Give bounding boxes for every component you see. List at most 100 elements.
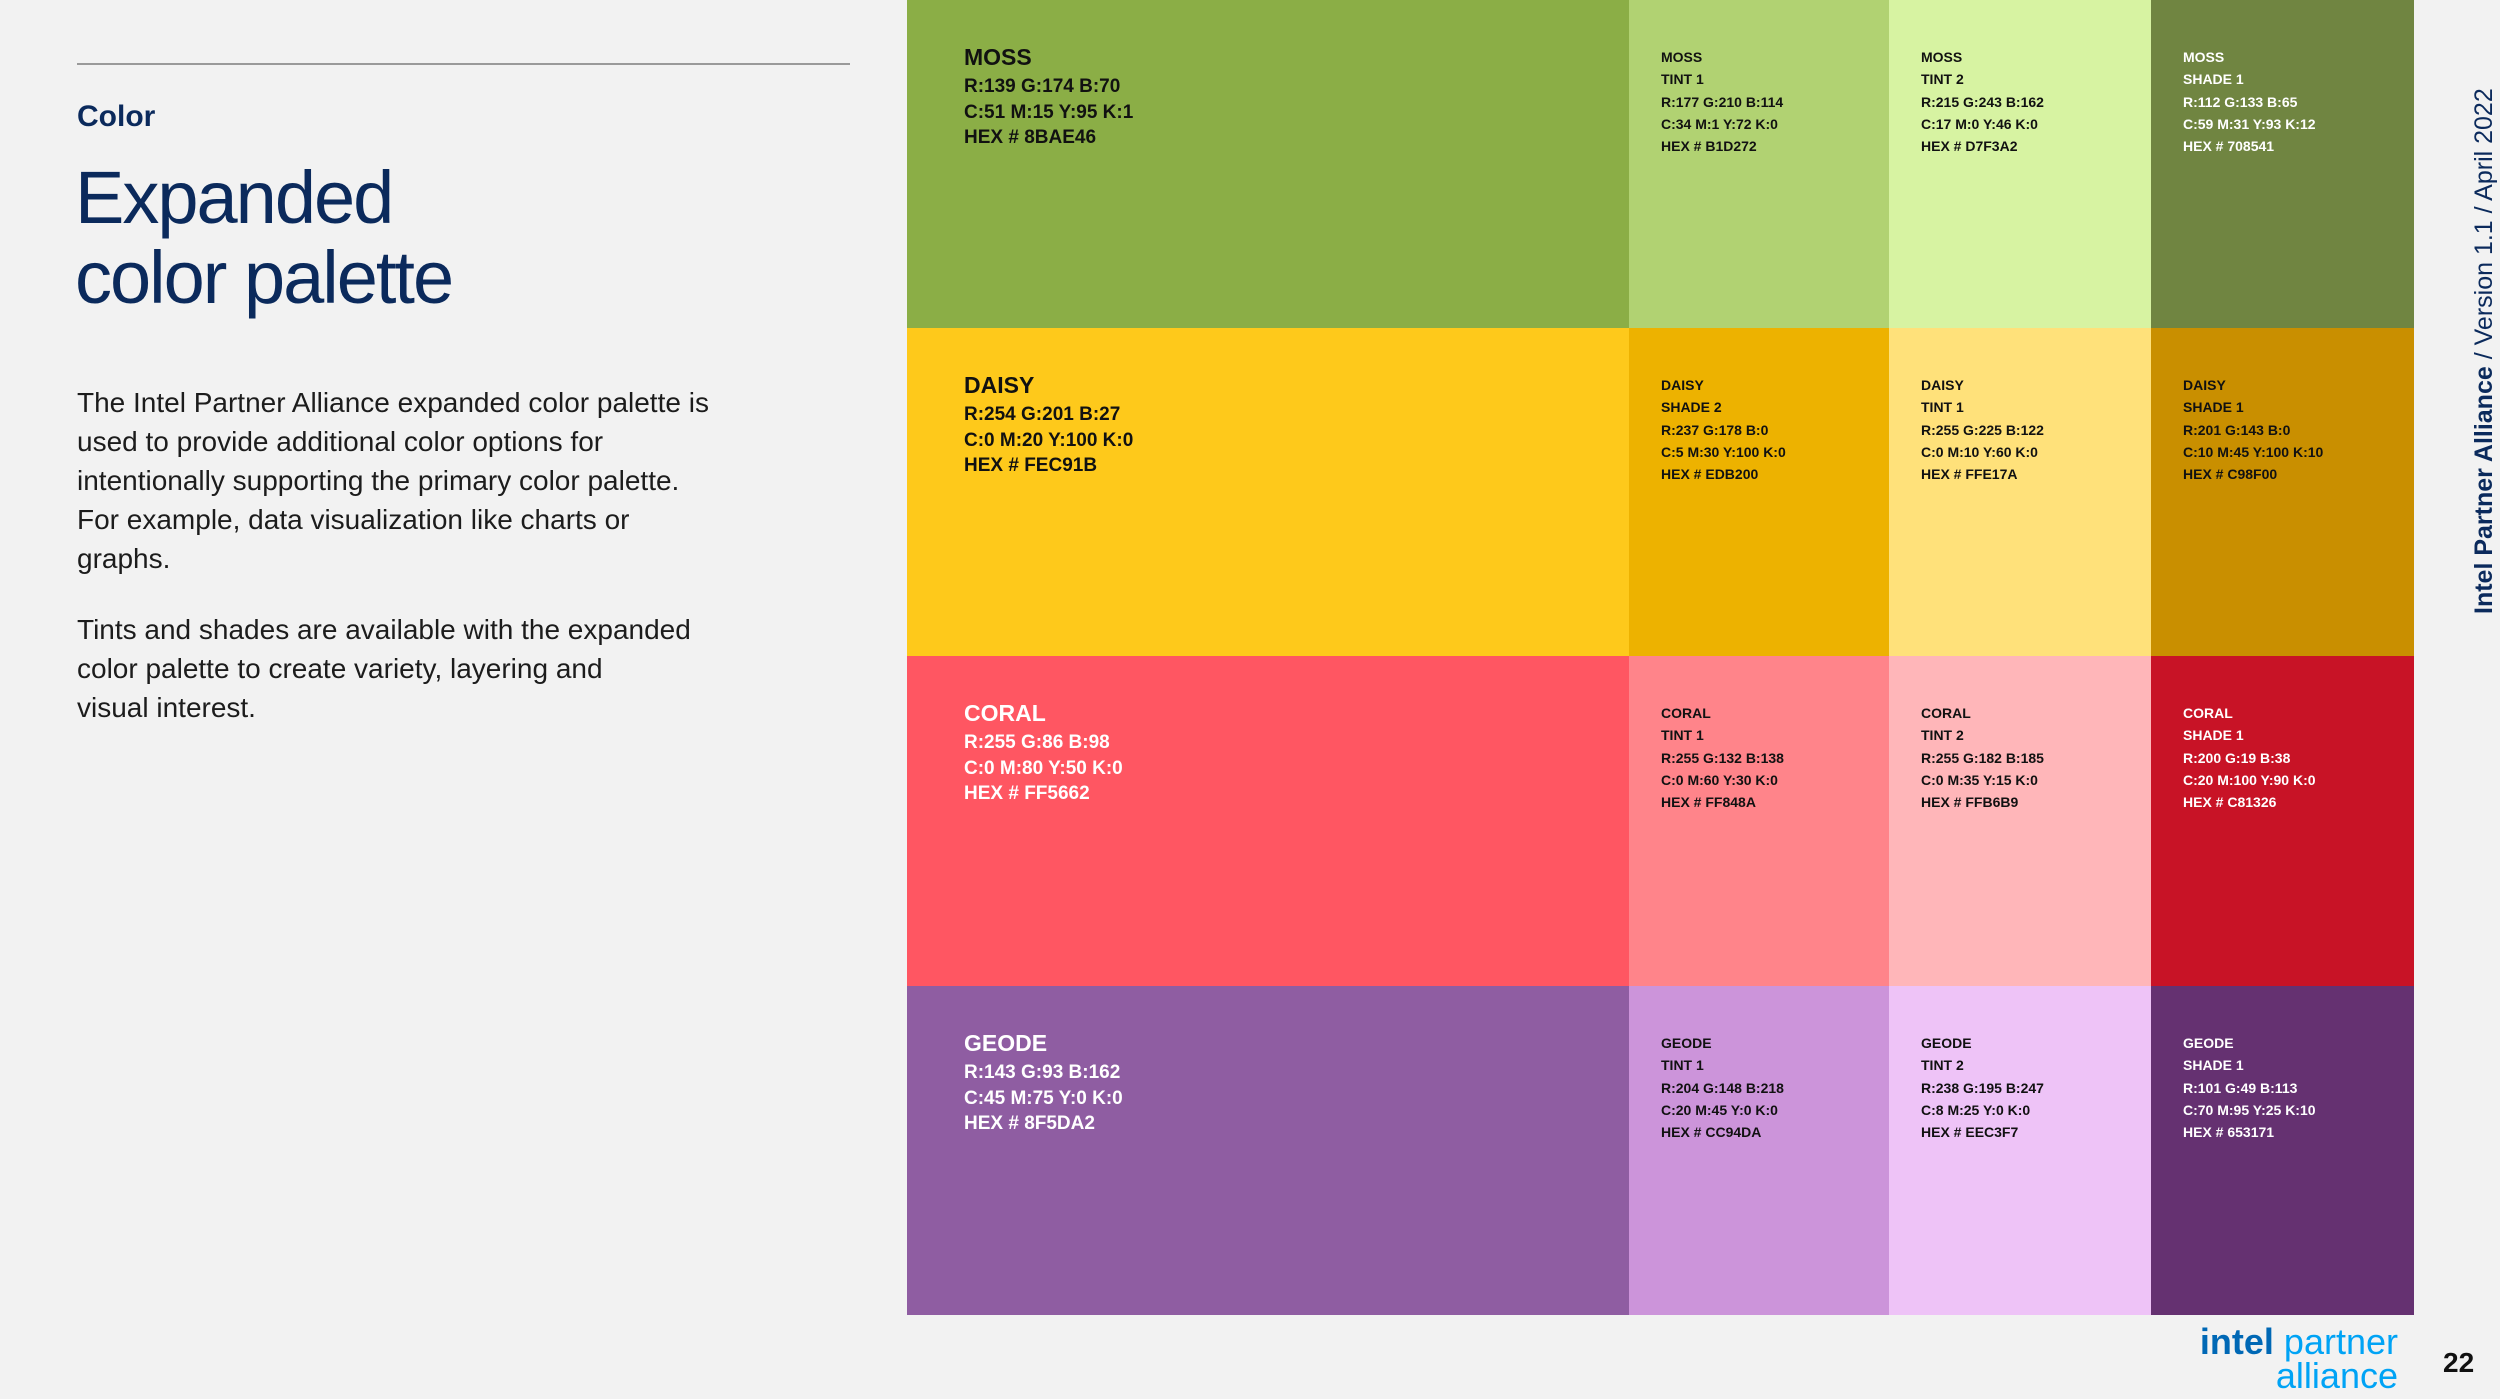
swatch-name: MOSS xyxy=(1661,49,1703,65)
swatch-cmyk: C:20 M:100 Y:90 K:0 xyxy=(2183,772,2316,788)
divider xyxy=(77,63,850,65)
text-line: graphs. xyxy=(77,543,171,574)
paragraph: The Intel Partner Alliance expanded colo… xyxy=(77,383,709,578)
swatch: DAISY SHADE 2 R:237 G:178 B:0 C:5 M:30 Y:10… xyxy=(1629,328,1889,656)
swatch-variant: TINT 1 xyxy=(1661,1057,1704,1073)
swatch-variant: TINT 2 xyxy=(1921,727,1964,743)
swatch-hex: HEX # FF848A xyxy=(1661,794,1756,810)
swatch: MOSS SHADE 1 R:112 G:133 B:65 C:59 M:31 Y:9… xyxy=(2151,0,2414,328)
swatch-name: GEODE xyxy=(1921,1035,1972,1051)
swatch-name: CORAL xyxy=(1921,705,1971,721)
swatch: DAISY R:254 G:201 B:27 C:0 M:20 Y:100 K:0 H… xyxy=(907,328,1629,656)
swatch-name: DAISY xyxy=(2183,377,2226,393)
swatch-cmyk: C:34 M:1 Y:72 K:0 xyxy=(1661,116,1778,132)
body-text: The Intel Partner Alliance expanded colo… xyxy=(77,383,709,759)
swatch-hex: HEX # FFB6B9 xyxy=(1921,794,2019,810)
swatch-cmyk: C:59 M:31 Y:93 K:12 xyxy=(2183,116,2316,132)
swatch-name: CORAL xyxy=(1661,705,1711,721)
swatch-rgb: R:177 G:210 B:114 xyxy=(1661,94,1784,110)
section-label: Color xyxy=(77,100,156,133)
swatch: MOSS TINT 2 R:215 G:243 B:162 C:17 M:0 Y:46… xyxy=(1889,0,2151,328)
swatch-hex: HEX # FEC91B xyxy=(964,455,1098,476)
title: Expanded color palette xyxy=(75,156,454,319)
swatch-variant: TINT 2 xyxy=(1921,1057,1964,1073)
text-line: intentionally supporting the primary col… xyxy=(77,465,680,496)
swatch-hex: HEX # FF5662 xyxy=(964,783,1090,804)
swatch-cmyk: C:51 M:15 Y:95 K:1 xyxy=(964,102,1134,123)
brand: Intel Partner Alliance xyxy=(2470,366,2498,614)
swatch-variant: TINT 1 xyxy=(1921,399,1964,415)
text-line: used to provide additional color options… xyxy=(77,426,604,457)
text-line: visual interest. xyxy=(77,692,256,723)
swatch: GEODE TINT 1 R:204 G:148 B:218 C:20 M:45 Y:… xyxy=(1629,986,1889,1315)
swatch-name: DAISY xyxy=(1921,377,1964,393)
swatch-rgb: R:215 G:243 B:162 xyxy=(1921,94,2044,110)
swatch-name: CORAL xyxy=(964,700,1046,726)
swatch-hex: HEX # D7F3A2 xyxy=(1921,138,2018,154)
swatch: DAISY SHADE 1 R:201 G:143 B:0 C:10 M:45 Y:1… xyxy=(2151,328,2414,656)
swatch-rgb: R:238 G:195 B:247 xyxy=(1921,1080,2044,1096)
logo-alliance: alliance xyxy=(2275,1355,2398,1396)
swatch-variant: SHADE 1 xyxy=(2183,727,2244,743)
swatch: CORAL TINT 1 R:255 G:132 B:138 C:0 M:60 Y:3… xyxy=(1629,656,1889,986)
swatch-hex: HEX # FFE17A xyxy=(1921,466,2018,482)
swatch-hex: HEX # 708541 xyxy=(2183,138,2275,154)
swatch-cmyk: C:45 M:75 Y:0 K:0 xyxy=(964,1088,1123,1109)
swatch: GEODE SHADE 1 R:101 G:49 B:113 C:70 M:95 Y:… xyxy=(2151,986,2414,1315)
swatch-hex: HEX # C98F00 xyxy=(2183,466,2278,482)
swatch: DAISY TINT 1 R:255 G:225 B:122 C:0 M:10 Y:6… xyxy=(1889,328,2151,656)
swatch-cmyk: C:17 M:0 Y:46 K:0 xyxy=(1921,116,2038,132)
swatch-rgb: R:237 G:178 B:0 xyxy=(1661,422,1769,438)
swatch-rgb: R:112 G:133 B:65 xyxy=(2183,94,2298,110)
swatch-hex: HEX # EDB200 xyxy=(1661,466,1759,482)
swatch-cmyk: C:70 M:95 Y:25 K:10 xyxy=(2183,1102,2316,1118)
swatch-cmyk: C:5 M:30 Y:100 K:0 xyxy=(1661,444,1786,460)
swatch-hex: HEX # C81326 xyxy=(2183,794,2277,810)
swatch-variant: SHADE 1 xyxy=(2183,71,2244,87)
sidebar: Intel Partner Alliance / Version 1.1 / A… xyxy=(2470,88,2499,614)
swatch-cmyk: C:20 M:45 Y:0 K:0 xyxy=(1661,1102,1778,1118)
swatch: MOSS R:139 G:174 B:70 C:51 M:15 Y:95 K:1 HE… xyxy=(907,0,1629,328)
swatch: GEODE R:143 G:93 B:162 C:45 M:75 Y:0 K:0 HE… xyxy=(907,986,1629,1315)
text-line: color palette to create variety, layerin… xyxy=(77,653,603,684)
title-line: color palette xyxy=(75,236,454,319)
swatch: GEODE TINT 2 R:238 G:195 B:247 C:8 M:25 Y:0… xyxy=(1889,986,2151,1315)
swatch-cmyk: C:8 M:25 Y:0 K:0 xyxy=(1921,1102,2031,1118)
logo-intel: intel xyxy=(2199,1321,2274,1362)
swatch-name: DAISY xyxy=(964,372,1035,398)
swatch-name: MOSS xyxy=(2183,49,2225,65)
swatch-hex: HEX # 653171 xyxy=(2183,1124,2275,1140)
swatch-rgb: R:255 G:225 B:122 xyxy=(1921,422,2044,438)
swatch: MOSS TINT 1 R:177 G:210 B:114 C:34 M:1 Y:72… xyxy=(1629,0,1889,328)
swatch-name: GEODE xyxy=(1661,1035,1712,1051)
swatch-variant: TINT 2 xyxy=(1921,71,1964,87)
title-line: Expanded xyxy=(75,156,394,239)
swatch-cmyk: C:10 M:45 Y:100 K:10 xyxy=(2183,444,2324,460)
swatch-variant: TINT 1 xyxy=(1661,71,1704,87)
swatch-cmyk: C:0 M:60 Y:30 K:0 xyxy=(1661,772,1778,788)
swatch-rgb: R:201 G:143 B:0 xyxy=(2183,422,2291,438)
swatch-rgb: R:254 G:201 B:27 xyxy=(964,404,1121,425)
swatch: CORAL TINT 2 R:255 G:182 B:185 C:0 M:35 Y:1… xyxy=(1889,656,2151,986)
swatch-hex: HEX # B1D272 xyxy=(1661,138,1757,154)
text-line: For example, data visualization like cha… xyxy=(77,504,630,535)
swatch-name: GEODE xyxy=(2183,1035,2234,1051)
swatch-variant: TINT 1 xyxy=(1661,727,1704,743)
palette-grid: MOSS R:139 G:174 B:70 C:51 M:15 Y:95 K:1 HE… xyxy=(907,0,2414,1315)
swatch-hex: HEX # 8F5DA2 xyxy=(964,1113,1095,1134)
swatch: CORAL SHADE 1 R:200 G:19 B:38 C:20 M:100 Y:… xyxy=(2151,656,2414,986)
swatch-name: MOSS xyxy=(964,44,1032,70)
swatch-rgb: R:139 G:174 B:70 xyxy=(964,76,1121,97)
swatch: CORAL R:255 G:86 B:98 C:0 M:80 Y:50 K:0 HEX… xyxy=(907,656,1629,986)
page-number: 22 xyxy=(2443,1347,2475,1378)
swatch-hex: HEX # EEC3F7 xyxy=(1921,1124,2019,1140)
text-line: The Intel Partner Alliance expanded colo… xyxy=(77,387,709,418)
swatch-hex: HEX # CC94DA xyxy=(1661,1124,1762,1140)
swatch-rgb: R:255 G:182 B:185 xyxy=(1921,750,2044,766)
swatch-name: DAISY xyxy=(1661,377,1704,393)
swatch-name: GEODE xyxy=(964,1030,1048,1056)
swatch-name: MOSS xyxy=(1921,49,1963,65)
swatch-rgb: R:255 G:132 B:138 xyxy=(1661,750,1784,766)
logo: intel partner alliance xyxy=(2200,1324,2398,1396)
